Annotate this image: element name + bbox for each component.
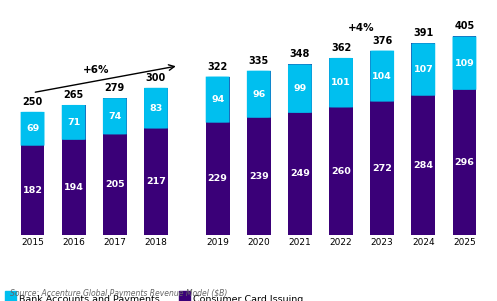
- Text: 99: 99: [293, 84, 307, 93]
- Text: 300: 300: [146, 73, 166, 83]
- FancyBboxPatch shape: [412, 43, 435, 96]
- Text: 109: 109: [455, 58, 474, 67]
- Bar: [144, 88, 168, 235]
- FancyBboxPatch shape: [206, 76, 230, 123]
- Legend: Bank Accounts and Payments, Consumer Card Issuing: Bank Accounts and Payments, Consumer Car…: [5, 295, 303, 301]
- Text: 107: 107: [414, 65, 433, 74]
- FancyBboxPatch shape: [144, 88, 168, 129]
- FancyBboxPatch shape: [329, 58, 353, 107]
- FancyBboxPatch shape: [62, 105, 85, 140]
- Text: +4%: +4%: [348, 23, 375, 33]
- Bar: [329, 58, 353, 235]
- Text: 322: 322: [208, 62, 228, 72]
- Text: 69: 69: [26, 124, 39, 133]
- FancyBboxPatch shape: [452, 36, 476, 90]
- Text: 239: 239: [249, 172, 269, 181]
- Bar: [370, 51, 394, 235]
- Text: 362: 362: [331, 43, 351, 53]
- FancyBboxPatch shape: [370, 51, 394, 102]
- Text: 217: 217: [146, 177, 166, 186]
- FancyBboxPatch shape: [247, 71, 271, 118]
- Bar: [21, 112, 45, 235]
- Text: 229: 229: [208, 174, 228, 183]
- Text: +6%: +6%: [83, 65, 109, 75]
- Bar: [103, 98, 127, 235]
- Text: 376: 376: [372, 36, 392, 46]
- Text: 104: 104: [372, 72, 392, 81]
- Text: 260: 260: [331, 166, 351, 175]
- Text: 74: 74: [108, 112, 121, 121]
- Text: 194: 194: [64, 183, 83, 192]
- Text: 348: 348: [290, 49, 310, 59]
- Text: 284: 284: [414, 161, 433, 170]
- Text: 96: 96: [252, 90, 265, 99]
- Text: 250: 250: [22, 97, 43, 107]
- Text: 335: 335: [248, 56, 269, 66]
- Text: 279: 279: [105, 83, 125, 93]
- Bar: [206, 76, 230, 235]
- Text: 205: 205: [105, 180, 125, 189]
- Text: 94: 94: [211, 95, 224, 104]
- Text: 83: 83: [149, 104, 163, 113]
- FancyBboxPatch shape: [288, 64, 312, 113]
- Text: 182: 182: [22, 186, 43, 195]
- FancyBboxPatch shape: [21, 112, 45, 146]
- Bar: [452, 36, 476, 235]
- Text: 71: 71: [67, 118, 81, 127]
- Text: 272: 272: [372, 164, 392, 173]
- Bar: [412, 43, 435, 235]
- FancyBboxPatch shape: [103, 98, 127, 135]
- Text: 405: 405: [454, 21, 475, 31]
- Text: 265: 265: [64, 90, 84, 100]
- Bar: [288, 64, 312, 235]
- Text: 101: 101: [331, 78, 351, 87]
- Text: 296: 296: [454, 158, 474, 167]
- Text: Source: Accenture Global Payments Revenue Model ($B): Source: Accenture Global Payments Revenu…: [10, 289, 227, 298]
- Text: 391: 391: [413, 28, 433, 38]
- Text: 249: 249: [290, 169, 310, 178]
- Bar: [247, 71, 271, 235]
- Bar: [62, 105, 85, 235]
